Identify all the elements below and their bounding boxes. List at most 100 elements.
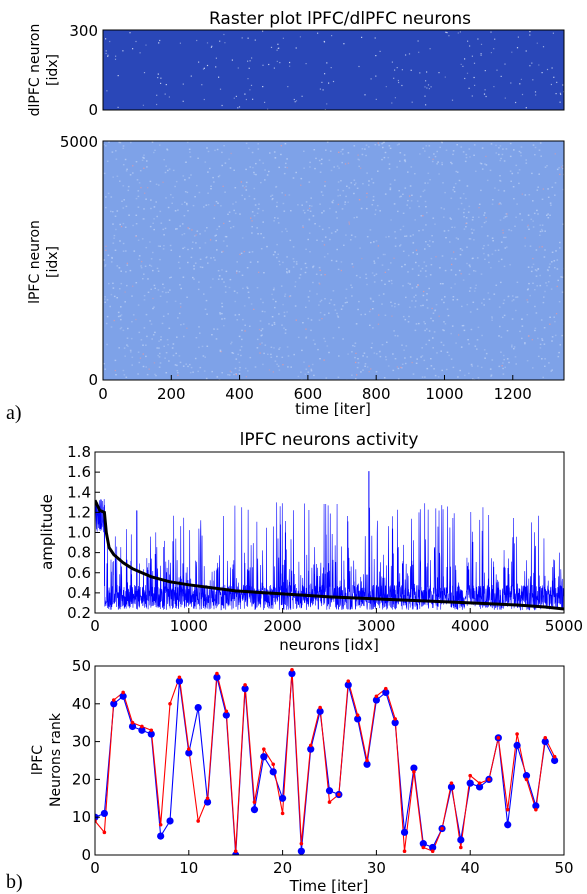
activity-xtick-label: 5000 <box>545 617 583 635</box>
lpfc-noise <box>230 371 233 373</box>
lpfc-noise <box>365 154 367 157</box>
lpfc-noise <box>276 243 278 246</box>
lpfc-noise <box>480 366 483 369</box>
lpfc-noise <box>469 265 471 268</box>
dlpfc-spike <box>464 58 466 60</box>
lpfc-noise <box>189 156 192 158</box>
dlpfc-spike <box>425 104 427 106</box>
lpfc-noise <box>549 202 552 204</box>
lpfc-noise <box>534 327 537 329</box>
lpfc-noise <box>489 169 492 172</box>
rank-blue-point <box>250 806 259 814</box>
lpfc-noise <box>470 364 473 366</box>
lpfc-noise <box>168 168 171 170</box>
lpfc-noise <box>481 226 483 228</box>
dlpfc-spike <box>323 41 326 43</box>
lpfc-noise <box>221 164 223 167</box>
rank-red-point <box>215 671 219 676</box>
lpfc-noise <box>535 275 538 277</box>
lpfc-sparse <box>177 374 179 376</box>
lpfc-noise <box>337 376 340 378</box>
dlpfc-spike <box>424 95 426 97</box>
lpfc-noise <box>453 190 456 193</box>
dlpfc-spike <box>289 65 291 67</box>
dlpfc-spike <box>235 95 237 97</box>
lpfc-noise <box>121 200 123 202</box>
activity-blue-line <box>95 499 564 611</box>
lpfc-noise <box>224 235 227 238</box>
lpfc-noise <box>264 311 266 313</box>
lpfc-noise <box>541 224 544 226</box>
rank-blue-point <box>297 847 305 855</box>
dlpfc-spike <box>159 39 161 42</box>
lpfc-noise <box>248 195 251 197</box>
lpfc-noise <box>502 367 504 370</box>
lpfc-noise <box>168 360 170 362</box>
lpfc-noise <box>210 185 212 187</box>
rank-blue-point <box>344 681 352 689</box>
activity-xtick-label: 2000 <box>264 617 302 635</box>
lpfc-noise <box>304 212 306 214</box>
rank-red-point <box>459 845 463 850</box>
rank-plot-area <box>95 666 564 855</box>
lpfc-noise <box>558 351 560 354</box>
lpfc-noise <box>188 177 191 179</box>
lpfc-noise <box>311 363 314 366</box>
lpfc-noise <box>284 228 287 230</box>
lpfc-noise <box>459 369 461 372</box>
dlpfc-spike <box>245 98 247 101</box>
dlpfc-spike <box>164 93 166 95</box>
lpfc-sparse <box>411 361 413 364</box>
lpfc-noise <box>466 303 469 306</box>
lpfc-noise <box>487 255 490 257</box>
lpfc-ylabel-line2: [idx] <box>45 246 61 278</box>
lpfc-noise <box>129 269 132 272</box>
dlpfc-spike <box>542 46 545 48</box>
lpfc-noise <box>104 265 106 267</box>
lpfc-noise <box>526 226 529 228</box>
lpfc-noise <box>142 344 144 346</box>
rank-xtick-label: 40 <box>461 859 480 877</box>
lpfc-noise <box>401 367 403 369</box>
dlpfc-spike <box>105 52 107 55</box>
lpfc-noise <box>424 329 426 332</box>
lpfc-noise <box>248 296 250 299</box>
rank-red-point <box>552 754 557 759</box>
rank-xtick-label: 20 <box>273 859 292 877</box>
lpfc-noise <box>137 373 139 375</box>
lpfc-noise <box>147 278 149 280</box>
lpfc-noise <box>559 247 561 249</box>
lpfc-noise <box>198 281 200 283</box>
lpfc-noise <box>464 160 467 163</box>
rank-blue-point <box>316 707 324 715</box>
dlpfc-spike <box>559 92 561 94</box>
lpfc-noise <box>402 212 405 214</box>
lpfc-noise <box>145 198 147 200</box>
lpfc-noise <box>238 313 240 316</box>
lpfc-noise <box>524 245 526 247</box>
lpfc-noise <box>407 321 410 323</box>
lpfc-noise <box>159 352 161 355</box>
lpfc-noise <box>539 347 542 349</box>
lpfc-noise <box>320 299 323 302</box>
raster-title: Raster plot lPFC/dlPFC neurons <box>209 9 471 29</box>
lpfc-sparse <box>245 376 247 378</box>
lpfc-noise <box>241 338 243 341</box>
lpfc-sparse <box>258 328 261 331</box>
lpfc-noise <box>125 271 127 273</box>
dlpfc-spike <box>438 72 440 74</box>
lpfc-noise <box>120 306 122 308</box>
rank-blue-point <box>203 798 212 806</box>
dlpfc-spike <box>398 81 400 84</box>
dlpfc-spike <box>483 93 486 95</box>
lpfc-noise <box>123 347 126 349</box>
lpfc-noise <box>195 337 198 339</box>
lpfc-noise <box>353 192 355 195</box>
lpfc-noise <box>314 167 316 170</box>
dlpfc-spike <box>254 39 256 41</box>
lpfc-noise <box>543 343 546 345</box>
lpfc-noise <box>391 305 393 307</box>
lpfc-noise <box>103 259 105 261</box>
lpfc-noise <box>278 369 281 371</box>
lpfc-noise <box>207 204 210 206</box>
